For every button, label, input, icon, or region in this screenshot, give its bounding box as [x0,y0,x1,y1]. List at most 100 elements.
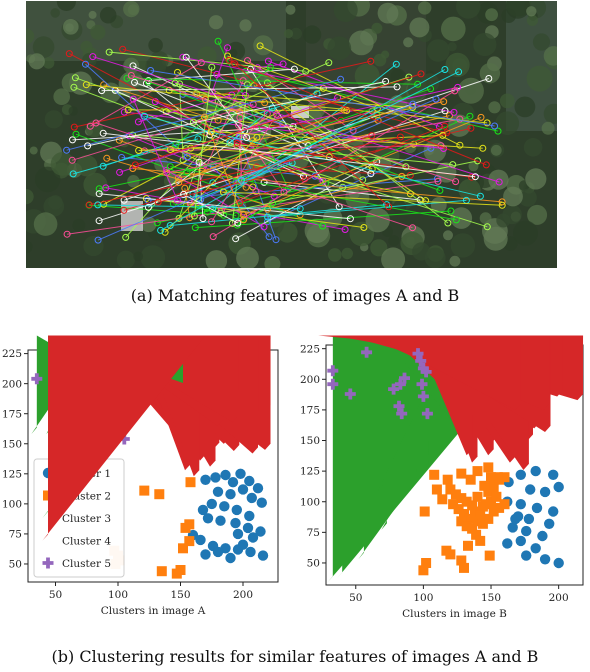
tree-blob [365,207,390,233]
tree-blob [140,245,166,268]
y-tick-label: 150 [2,438,22,450]
match-line [193,62,330,123]
tree-blob [409,17,430,38]
keypoint-b [483,223,491,231]
keypoint-a [103,154,111,162]
tree-blob [441,16,466,42]
data-point [459,509,469,519]
keypoint-a [69,170,77,178]
data-point [118,433,130,445]
match-line [132,168,503,203]
keypoint-a [95,185,103,193]
keypoint-a [264,205,271,213]
data-point [521,550,532,561]
tree-blob [56,1,76,11]
keypoint-b [290,65,298,73]
match-line [178,100,219,219]
data-point [463,540,473,551]
x-tick-label: 50 [349,592,362,604]
data-point [242,522,254,534]
keypoint-b [456,141,464,149]
keypoint-a [120,108,128,116]
keypoint-a [225,56,233,64]
caption-a: (a) Matching features of images A and B [130,286,460,305]
data-point [553,557,564,569]
tree-blob [427,39,450,62]
keypoint-a [95,190,103,198]
match-line [252,101,444,142]
data-point [480,499,491,510]
keypoint-b [483,119,491,127]
data-point [521,525,532,537]
data-point [515,499,526,510]
tree-blob [490,144,502,156]
keypoint-a [119,45,127,53]
keypoint-a [129,95,137,103]
tree-blob [412,242,431,261]
tree-blob [63,19,79,35]
data-point [327,365,339,377]
y-tick-label: 175 [300,404,320,416]
match-line [103,132,476,178]
keypoint-a [98,87,106,95]
keypoint-b [270,192,278,200]
x-axis-label: Clusters in image A [101,605,206,617]
keypoint-a [70,123,78,131]
keypoint-b [414,80,422,88]
data-point [255,526,266,537]
aerial-photo [26,1,557,268]
match-line [99,193,351,220]
match-line [97,103,414,241]
data-point [210,472,221,483]
scatter-chart-a: 50 100 150 200 50 75 100 125 150 175 200 225 Cluster… [2,335,279,617]
data-point [499,472,510,483]
tree-blob [189,73,200,84]
series-cluster-4 [318,335,584,470]
x-tick-label: 200 [233,589,253,601]
match-line [185,56,247,138]
data-point [421,408,433,420]
keypoint-b [468,173,476,181]
data-point [453,504,464,515]
tree-blob [307,99,326,119]
data-point [475,535,486,546]
keypoint-b [477,113,485,121]
keypoint-b [260,223,268,231]
keypoint-b [197,59,205,67]
match-line [198,204,208,213]
keypoint-a [105,48,113,56]
keypoint-a [232,235,240,243]
data-point [472,466,483,477]
x-tick-label: 200 [549,592,569,604]
data-point [31,373,43,385]
keypoint-a [224,52,231,60]
tree-blob [525,168,547,190]
match-line [223,191,503,206]
tree-blob [349,221,375,247]
tree-blob [285,4,296,15]
tree-blob [290,27,302,40]
match-line [203,116,245,221]
keypoint-b [208,63,216,71]
tree-blob [42,57,55,69]
series-cluster-2 [418,462,510,576]
data-point [154,489,165,500]
keypoint-b [474,157,481,165]
data-point [539,486,551,498]
data-point [219,501,230,512]
data-point [515,535,526,547]
match-line [72,126,294,141]
match-line [239,125,445,204]
tree-blob [496,213,511,228]
series-cluster-1 [187,468,269,564]
y-tick-label: 50 [307,558,320,570]
tree-blob [26,28,35,44]
keypoint-b [417,70,425,78]
tree-blob [50,8,60,18]
tree-blob [148,37,163,53]
scatter-panel-b: 50 100 150 200 50 75 100 125 150 175 200 225 Cluster… [296,335,585,624]
tree-blob [526,14,538,26]
data-point [486,472,496,483]
data-point [252,483,264,494]
legend-marker [42,557,54,569]
